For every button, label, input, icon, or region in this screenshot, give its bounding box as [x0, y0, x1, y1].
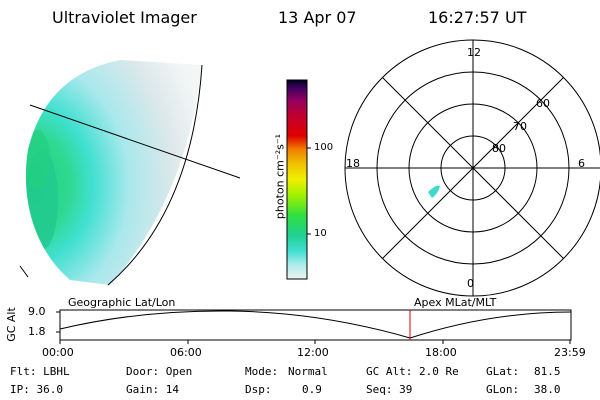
observation-date: 13 Apr 07	[278, 8, 357, 27]
lat-label-70: 70	[513, 120, 527, 133]
colorbar-scale	[286, 79, 308, 280]
x-tick-1800: 18:00	[425, 346, 457, 359]
geographic-label: Geographic Lat/Lon	[68, 296, 176, 309]
altitude-curve	[59, 310, 572, 339]
terminator-line	[29, 104, 241, 179]
colorbar-tick-10: 10	[314, 228, 327, 239]
y-tick-1-8: 1.8	[28, 325, 46, 338]
gc-alt-axis-label: GC Alt	[4, 307, 18, 342]
glon-label: GLon:	[486, 383, 520, 396]
mlt-label-0: 0	[467, 277, 474, 290]
lat-label-80: 80	[492, 142, 506, 155]
seq-info: Seq: 39	[366, 383, 413, 396]
colorbar	[286, 79, 311, 280]
x-tick-2359: 23:59	[554, 346, 586, 359]
mode-label: Mode:	[245, 365, 279, 378]
glon-value: 38.0	[534, 383, 561, 396]
earth-limb	[107, 64, 203, 286]
x-tick-1200: 12:00	[297, 346, 329, 359]
uv-image-panel	[0, 55, 241, 290]
gain-info: Gain: 14	[126, 383, 179, 396]
colorbar-unit-label: photon cm⁻²s⁻¹	[273, 133, 287, 220]
dsp-label: Dsp:	[245, 383, 272, 396]
polar-plot	[344, 39, 600, 297]
colorbar-tick-100: 100	[314, 142, 334, 153]
x-tick-0600: 06:00	[170, 346, 202, 359]
mlt-label-6: 6	[578, 157, 585, 170]
flt-info: Flt: LBHL	[10, 365, 70, 378]
y-tick-9: 9.0	[28, 305, 46, 318]
lat-label-60: 60	[536, 97, 550, 110]
ip-info: IP: 36.0	[10, 383, 63, 396]
dsp-value: 0.9	[302, 383, 322, 396]
x-tick-0000: 00:00	[42, 346, 74, 359]
polar-aurora-spot	[428, 185, 440, 198]
instrument-title: Ultraviolet Imager	[52, 8, 197, 27]
apex-label: Apex MLat/MLT	[414, 296, 497, 309]
gc-alt-info: GC Alt: 2.0 Re	[366, 365, 459, 378]
glat-value: 81.5	[534, 365, 561, 378]
mode-value: Normal	[288, 365, 328, 378]
timeline-plot	[56, 309, 572, 344]
door-info: Door: Open	[126, 365, 193, 378]
mlt-label-12: 12	[467, 46, 481, 59]
mlt-label-18: 18	[346, 157, 360, 170]
glat-label: GLat:	[486, 365, 520, 378]
observation-time: 16:27:57 UT	[428, 8, 527, 27]
